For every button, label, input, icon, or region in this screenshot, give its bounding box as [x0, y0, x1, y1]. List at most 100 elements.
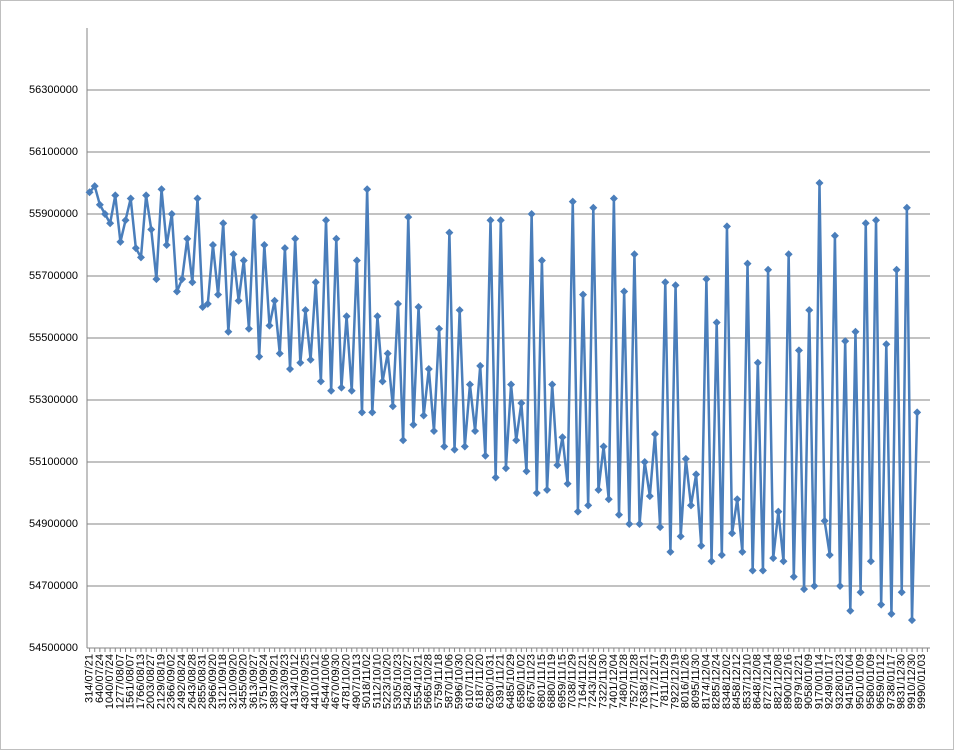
marker	[152, 275, 161, 284]
marker	[378, 377, 387, 386]
x-tick-label: 2643/08/28	[186, 654, 198, 709]
x-tick-label: 4544/10/06	[320, 654, 332, 709]
marker	[769, 554, 778, 563]
marker	[183, 234, 192, 243]
x-tick-label: 7922/12/19	[669, 654, 681, 709]
marker	[95, 200, 104, 209]
x-tick-label: 5112/10/10	[371, 654, 383, 708]
x-tick-label: 8016/11/26	[680, 654, 692, 708]
marker	[342, 312, 351, 321]
marker	[126, 194, 135, 203]
marker	[224, 327, 233, 336]
marker	[116, 237, 125, 246]
marker	[784, 250, 793, 259]
y-tick-label: 55300000	[29, 394, 78, 406]
marker	[908, 616, 917, 625]
x-tick-label: 9738/01/17	[885, 654, 897, 709]
x-tick-label: 9328/01/23	[834, 654, 846, 709]
x-tick-label: 5996/10/30	[454, 654, 466, 709]
marker	[846, 606, 855, 615]
marker	[147, 225, 156, 234]
marker	[167, 210, 176, 218]
x-tick-label: 5223/10/20	[382, 654, 394, 709]
marker	[496, 216, 505, 225]
marker	[178, 275, 187, 284]
marker	[481, 451, 490, 460]
x-tick-label: 7038/11/29	[567, 654, 579, 708]
marker	[131, 244, 140, 253]
x-tick-label: 9249/01/17	[824, 654, 836, 709]
x-tick-label: 640/07/24	[94, 654, 106, 703]
x-tick-label: 8285/12/24	[711, 654, 723, 709]
marker	[758, 566, 767, 575]
marker	[306, 355, 315, 364]
marker	[527, 210, 536, 218]
x-tick-label: 4307/09/25	[299, 654, 311, 709]
marker	[440, 442, 449, 451]
x-tick-label: 8900/12/16	[783, 654, 795, 709]
marker	[728, 529, 737, 538]
marker	[738, 547, 747, 556]
x-tick-label: 9990/01/03	[916, 654, 928, 709]
x-tick-label: 3455/09/20	[238, 654, 250, 709]
marker	[347, 386, 356, 395]
marker	[712, 318, 721, 327]
x-tick-label: 9058/01/09	[803, 654, 815, 709]
marker	[85, 188, 94, 197]
x-tick-label: 8979/12/21	[793, 654, 805, 709]
marker	[465, 380, 474, 389]
marker	[717, 551, 726, 559]
marker	[579, 290, 588, 299]
marker	[270, 296, 279, 305]
x-tick-label: 5428/10/27	[402, 654, 414, 709]
marker	[255, 352, 264, 361]
marker	[841, 337, 850, 346]
marker	[851, 327, 860, 336]
marker	[568, 197, 577, 206]
marker	[393, 299, 402, 308]
marker	[244, 324, 253, 333]
marker	[856, 588, 865, 597]
marker	[825, 551, 834, 559]
marker	[686, 501, 695, 510]
marker	[90, 182, 99, 191]
marker	[455, 306, 464, 315]
x-tick-label: 2129/08/19	[155, 654, 167, 709]
x-tick-label: 8095/11/30	[690, 654, 702, 708]
marker	[604, 495, 613, 504]
x-tick-label: 6280/10/31	[484, 654, 496, 709]
x-tick-label: 3121/09/18	[217, 654, 229, 709]
marker	[327, 386, 336, 395]
marker	[522, 467, 531, 476]
x-tick-label: 7401/12/04	[608, 654, 620, 709]
x-tick-label: 5554/10/21	[412, 654, 424, 709]
marker	[656, 523, 665, 532]
marker	[471, 427, 480, 435]
x-tick-label: 2492/08/24	[176, 654, 188, 709]
marker	[501, 464, 510, 473]
marker	[599, 442, 608, 451]
marker	[352, 256, 361, 265]
marker	[234, 296, 243, 305]
x-tick-label: 8821/12/08	[772, 654, 784, 709]
marker	[358, 408, 367, 417]
marker	[666, 547, 675, 556]
x-tick-label: 5870/11/06	[443, 654, 455, 708]
x-tick-label: 1040/07/24	[104, 654, 116, 709]
y-tick-label: 55900000	[29, 208, 78, 220]
x-tick-label: 8648/12/08	[752, 654, 764, 709]
marker	[764, 265, 773, 274]
marker	[193, 194, 202, 203]
x-tick-label: 9170/01/14	[813, 654, 825, 709]
x-tick-label: 5018/11/02	[361, 654, 373, 708]
marker	[774, 507, 783, 516]
marker	[491, 473, 500, 482]
x-tick-label: 1561/08/07	[125, 654, 137, 709]
marker	[450, 445, 459, 454]
x-tick-label: 9831/12/30	[896, 654, 908, 709]
marker	[671, 281, 680, 290]
x-tick-label: 9415/01/04	[844, 654, 856, 709]
marker	[805, 306, 814, 315]
x-tick-label: 8458/12/12	[731, 654, 743, 709]
